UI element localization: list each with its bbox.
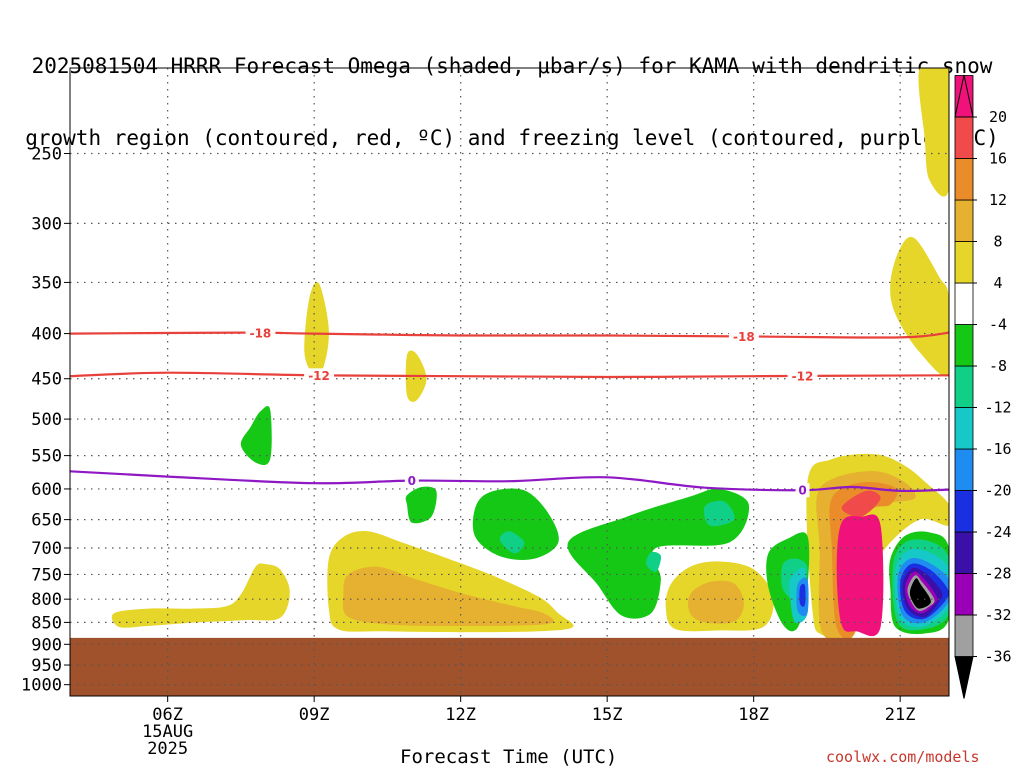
- colorbar-bin: [954, 490, 974, 533]
- omega-region: [111, 563, 290, 628]
- time-tick-label: 15Z: [592, 705, 623, 725]
- colorbar-bin: [954, 365, 974, 408]
- colorbar-label: -4: [989, 316, 1007, 334]
- pressure-tick-label: 300: [31, 214, 62, 234]
- omega-region: [890, 236, 949, 377]
- colorbar-max-arrow: [954, 74, 974, 118]
- ground-layer: [70, 637, 949, 696]
- pressure-tick-label: 450: [31, 370, 62, 390]
- colorbar-bin: [954, 282, 974, 325]
- pressure-tick-label: 250: [31, 144, 62, 164]
- contour-label-bg: [787, 368, 818, 383]
- omega-shading-layer: [111, 68, 949, 644]
- colorbar-bin: [954, 241, 974, 284]
- pressure-tick-label: 500: [31, 410, 62, 430]
- omega-region: [646, 551, 662, 573]
- contour-layer: -18 -18 -12 -12 0 0: [70, 325, 949, 498]
- chart-title-line-1: 2025081504 HRRR Forecast Omega (shaded, …: [31, 54, 993, 78]
- pressure-tick-label: 900: [31, 635, 62, 655]
- omega-region: [836, 514, 884, 637]
- colorbar-label: -8: [989, 357, 1007, 375]
- contour-label: -12: [792, 369, 814, 383]
- contour-label: -12: [308, 369, 330, 383]
- colorbar-label: 8: [993, 233, 1002, 251]
- pressure-tick-label: 550: [31, 447, 62, 467]
- pressure-tick-label: 850: [31, 613, 62, 633]
- pressure-axis: 2503003504004505005506006507007508008509…: [21, 144, 70, 696]
- colorbar-label: -36: [984, 648, 1011, 666]
- contour-label-bg: [304, 368, 335, 383]
- colorbar-label: -16: [984, 440, 1011, 458]
- pressure-tick-label: 1000: [21, 676, 62, 696]
- colorbar-bin: [954, 116, 974, 159]
- contour-label-bg: [728, 329, 759, 344]
- chart-title-line-2: growth region (contoured, red, ºC) and f…: [25, 126, 999, 150]
- colorbar-label: -20: [984, 482, 1011, 500]
- colorbar-bin: [954, 531, 974, 574]
- colorbar-bin: [954, 199, 974, 242]
- omega-region: [472, 488, 559, 560]
- colorbar-label: 20: [989, 108, 1007, 126]
- colorbar-bin: [954, 407, 974, 450]
- time-tick-label: 21Z: [885, 705, 916, 725]
- omega-region: [304, 282, 329, 376]
- colorbar-label: -28: [984, 565, 1011, 583]
- colorbar-label: 12: [989, 191, 1007, 209]
- contour-line-dendritic: [70, 331, 949, 339]
- date-label: 15AUG: [142, 722, 193, 742]
- pressure-tick-label: 700: [31, 539, 62, 559]
- omega-region: [567, 488, 750, 619]
- colorbar-min-arrow: [954, 656, 974, 699]
- contour-label: 0: [798, 484, 806, 498]
- pressure-tick-label: 650: [31, 511, 62, 531]
- contour-line-freezing: [70, 470, 949, 493]
- contour-label: -18: [250, 326, 272, 340]
- omega-region: [342, 566, 554, 627]
- omega-region: [240, 406, 272, 466]
- contour-line-dendritic: [70, 371, 949, 379]
- colorbar-bin: [954, 158, 974, 201]
- colorbar-label: -32: [984, 606, 1011, 624]
- source-credit: coolwx.com/models: [826, 748, 980, 766]
- omega-region: [841, 490, 881, 517]
- contour-label-bg: [795, 483, 810, 498]
- colorbar-label: -12: [984, 399, 1011, 417]
- contour-label: 0: [408, 474, 416, 488]
- contour-label-bg: [245, 325, 276, 340]
- colorbar-bin: [954, 324, 974, 367]
- colorbar-bin: [954, 614, 974, 657]
- omega-colorbar: 20 16 12 8 4 -4 -8 -12 -16 -20 -24 -28 -32 -36: [954, 74, 1012, 699]
- pressure-tick-label: 350: [31, 273, 62, 293]
- colorbar-bin: [954, 448, 974, 491]
- omega-region: [909, 578, 931, 609]
- pressure-tick-label: 600: [31, 480, 62, 500]
- pressure-tick-label: 950: [31, 656, 62, 676]
- colorbar-bin: [954, 573, 974, 616]
- year-label: 2025: [147, 739, 188, 759]
- time-tick-label: 12Z: [445, 705, 476, 725]
- pressure-tick-label: 750: [31, 565, 62, 585]
- plot-frame: [69, 67, 950, 697]
- omega-region: [405, 486, 437, 524]
- colorbar-label: 16: [989, 150, 1007, 168]
- omega-region: [703, 500, 735, 527]
- omega-region: [918, 68, 949, 197]
- colorbar-label: -24: [984, 523, 1011, 541]
- contour-label: -18: [733, 330, 755, 344]
- contour-label-bg: [404, 473, 419, 488]
- time-tick-label: 18Z: [738, 705, 769, 725]
- pressure-tick-label: 800: [31, 590, 62, 610]
- omega-region: [688, 580, 744, 624]
- time-tick-label: 06Z: [152, 705, 183, 725]
- x-axis-title: Forecast Time (UTC): [400, 746, 618, 768]
- chart-title: 2025081504 HRRR Forecast Omega (shaded, …: [0, 6, 1024, 174]
- colorbar-label: 4: [993, 274, 1002, 292]
- omega-region: [799, 583, 806, 607]
- ground-fill: [70, 637, 949, 696]
- time-tick-label: 09Z: [299, 705, 330, 725]
- pressure-tick-label: 400: [31, 325, 62, 345]
